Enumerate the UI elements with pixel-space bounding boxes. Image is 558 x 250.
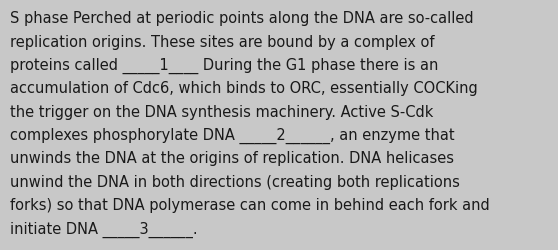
Text: the trigger on the DNA synthesis machinery. Active S-Cdk: the trigger on the DNA synthesis machine… (10, 104, 434, 119)
Text: S phase Perched at periodic points along the DNA are so-called: S phase Perched at periodic points along… (10, 11, 474, 26)
Text: unwinds the DNA at the origins of replication. DNA helicases: unwinds the DNA at the origins of replic… (10, 151, 454, 166)
Text: unwind the DNA in both directions (creating both replications: unwind the DNA in both directions (creat… (10, 174, 460, 189)
Text: accumulation of Cdc6, which binds to ORC, essentially COCKing: accumulation of Cdc6, which binds to ORC… (10, 81, 478, 96)
Text: initiate DNA _____3______.: initiate DNA _____3______. (10, 220, 198, 237)
Text: replication origins. These sites are bound by a complex of: replication origins. These sites are bou… (10, 34, 435, 50)
Text: forks) so that DNA polymerase can come in behind each fork and: forks) so that DNA polymerase can come i… (10, 197, 490, 212)
Text: complexes phosphorylate DNA _____2______, an enzyme that: complexes phosphorylate DNA _____2______… (10, 128, 455, 144)
Text: proteins called _____1____ During the G1 phase there is an: proteins called _____1____ During the G1… (10, 58, 439, 74)
